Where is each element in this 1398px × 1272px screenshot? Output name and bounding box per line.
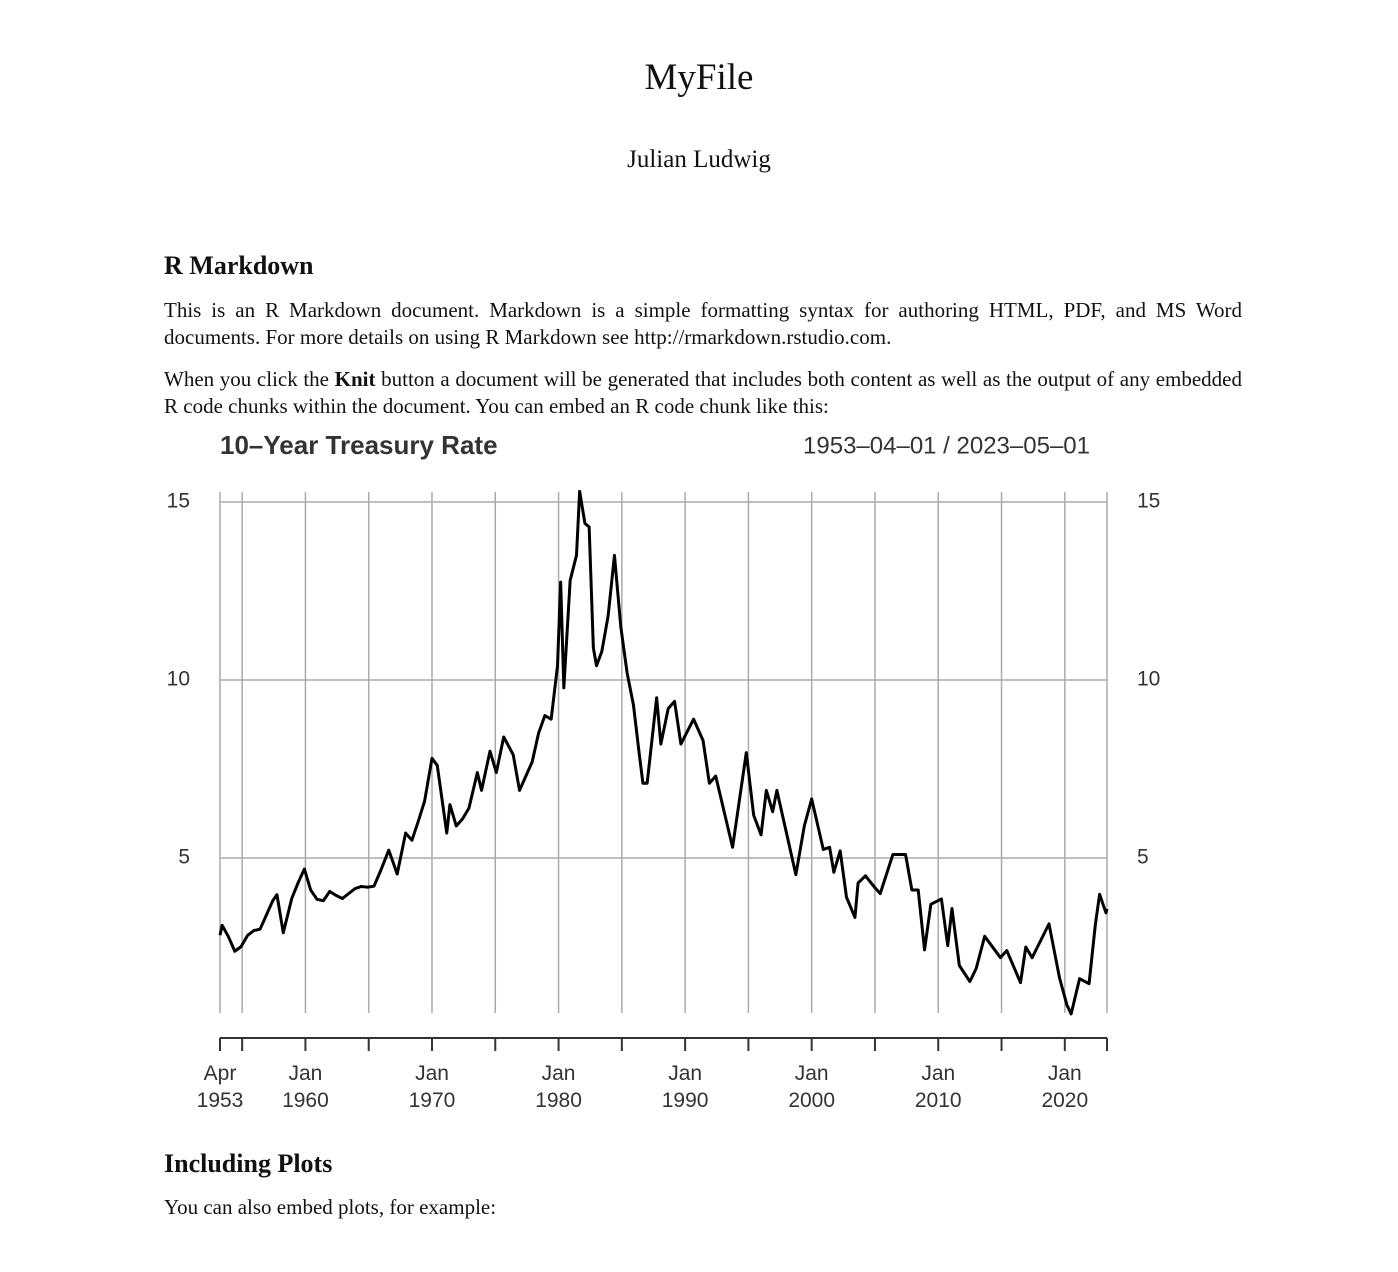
x-tick-label: Jan 1960	[282, 1062, 329, 1112]
x-tick-label-line: 2010	[915, 1089, 962, 1112]
x-tick-label: Jan 2010	[915, 1062, 962, 1112]
x-tick-label-line: Jan	[668, 1062, 702, 1085]
y-tick-label: 15	[1137, 490, 1160, 513]
x-tick-label-line: Jan	[415, 1062, 449, 1085]
x-tick-label-line: Jan	[542, 1062, 576, 1085]
y-tick-label: 10	[167, 668, 190, 691]
paragraph: You can also embed plots, for example:	[164, 1195, 497, 1219]
bold-text: Knit	[334, 367, 376, 391]
x-tick-label-line: 2000	[788, 1089, 835, 1112]
x-tick-label-line: Jan	[795, 1062, 829, 1085]
paragraph: This is an R Markdown document. Markdown…	[164, 298, 1242, 349]
chart-title: 10–Year Treasury Rate	[220, 430, 498, 460]
x-tick-label-line: 1953	[197, 1089, 244, 1112]
paragraph: When you click the Knit button a documen…	[164, 366, 1242, 420]
y-tick-label: 15	[167, 490, 190, 513]
text: When you click the	[164, 367, 335, 391]
data-line	[218, 489, 1109, 1016]
y-tick-label: 10	[1137, 668, 1160, 691]
x-tick-label: Apr 1953	[197, 1062, 244, 1112]
section-heading: Including Plots	[164, 1149, 333, 1178]
text: button a document will be generated that…	[164, 367, 1242, 418]
x-tick-label-line: Jan	[1048, 1062, 1082, 1085]
x-tick-label-line: Jan	[921, 1062, 955, 1085]
x-tick-label-line: 2020	[1041, 1089, 1088, 1112]
x-tick-label: Jan 2000	[788, 1062, 835, 1112]
x-tick-label-line: Jan	[289, 1062, 323, 1085]
doc-title: MyFile	[644, 57, 754, 98]
x-tick-label-line: Apr	[204, 1062, 237, 1085]
x-tick-label: Jan 1980	[535, 1062, 582, 1112]
x-tick-label-line: 1980	[535, 1089, 582, 1112]
x-tick-label-line: 1970	[409, 1089, 456, 1112]
chart: 10–Year Treasury Rate 1953–04–01 / 2023–…	[167, 430, 1161, 1112]
x-tick-label: Jan 1970	[409, 1062, 456, 1112]
y-tick-label: 5	[1137, 846, 1149, 869]
doc-author: Julian Ludwig	[627, 146, 771, 173]
section-heading: R Markdown	[164, 251, 314, 280]
x-tick-label: Jan 2020	[1041, 1062, 1088, 1112]
x-tick-label-line: 1960	[282, 1089, 329, 1112]
chart-subtitle: 1953–04–01 / 2023–05–01	[803, 432, 1090, 459]
x-tick-label-line: 1990	[662, 1089, 709, 1112]
x-tick-label: Jan 1990	[662, 1062, 709, 1112]
y-tick-label: 5	[178, 846, 190, 869]
